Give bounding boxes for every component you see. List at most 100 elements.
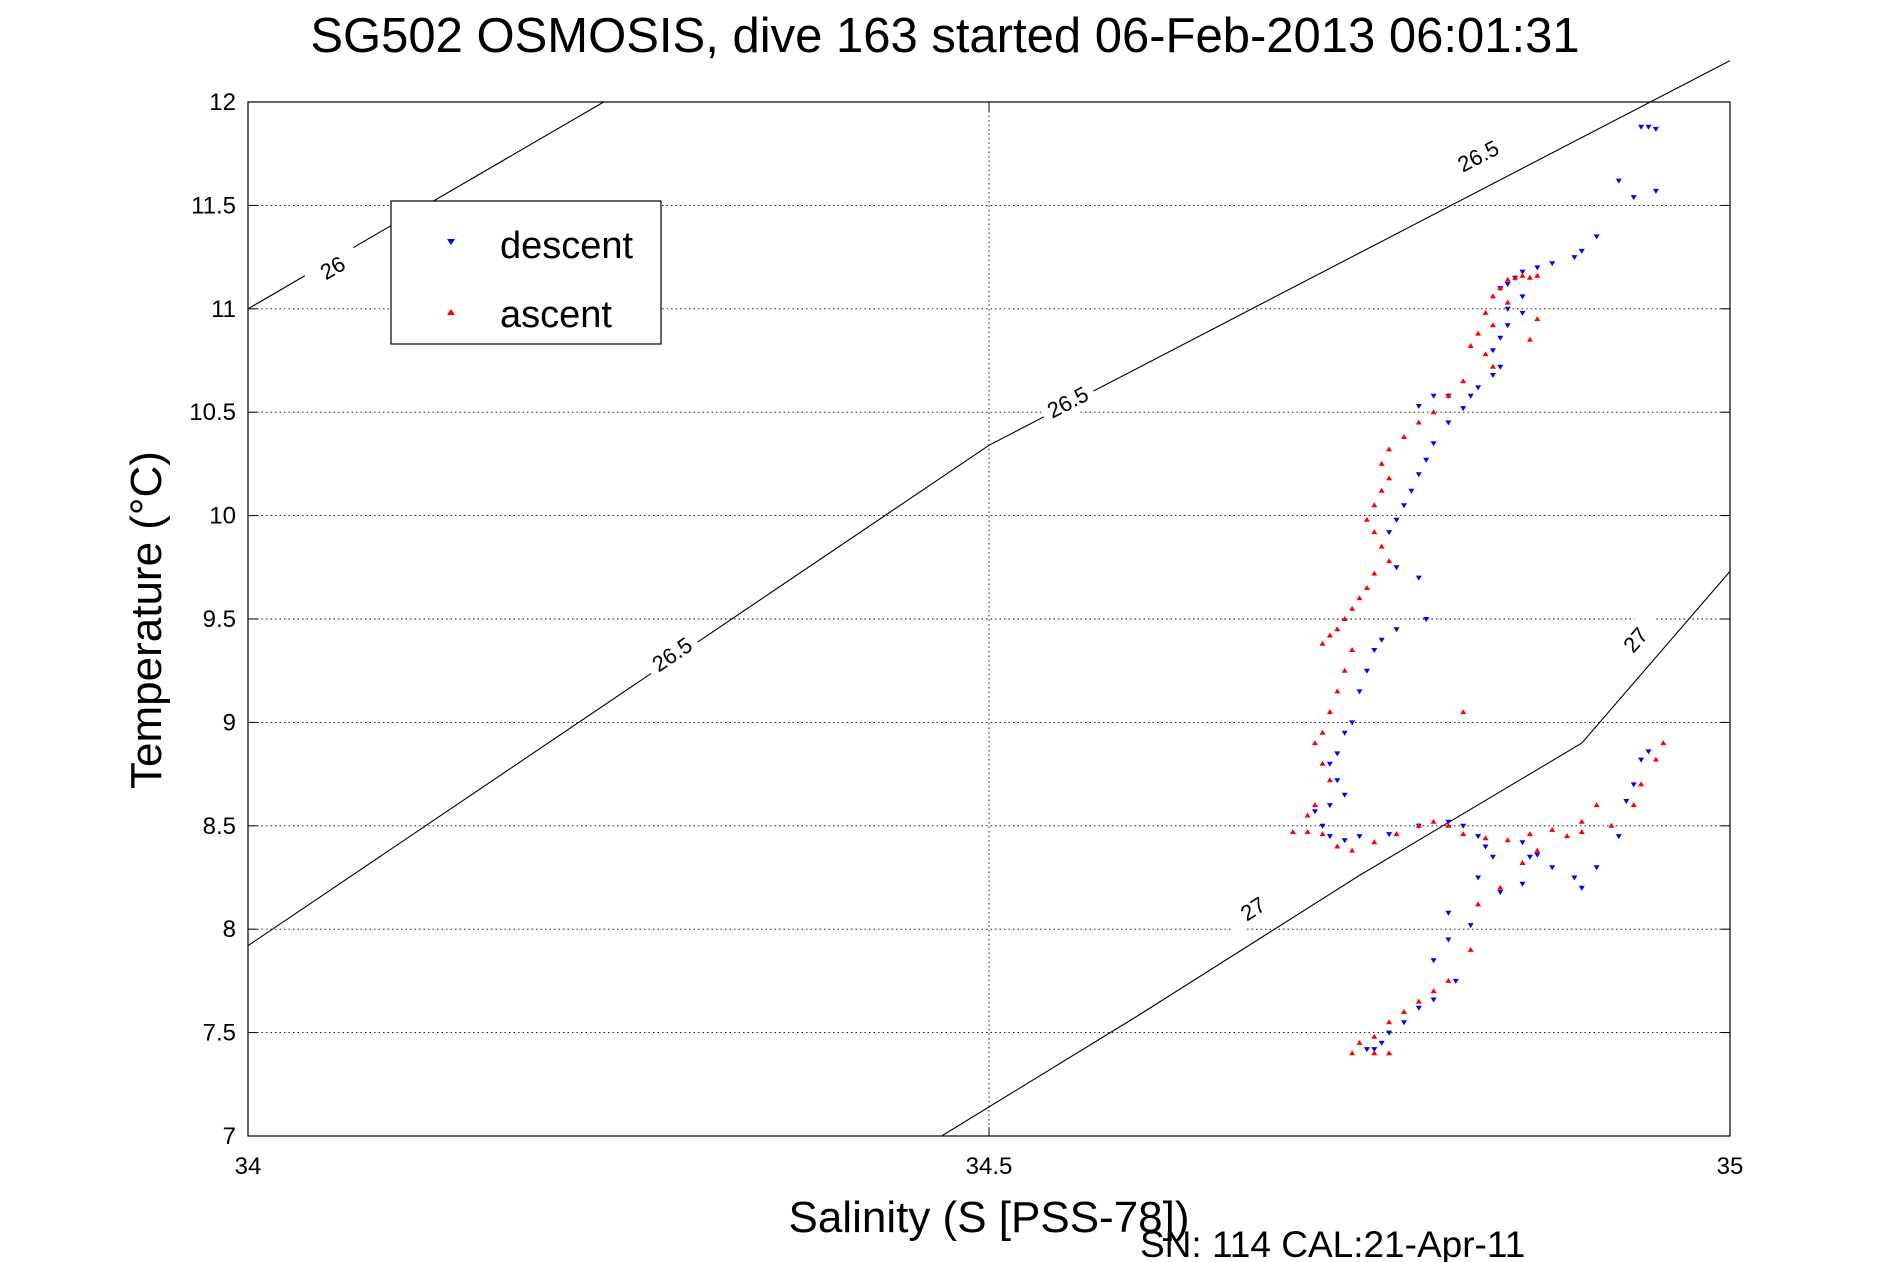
ascent-point — [1430, 409, 1437, 415]
contour-label-backdrop — [1606, 609, 1665, 671]
descent-point — [1489, 373, 1496, 378]
descent-point — [1475, 875, 1482, 881]
legend-descent-label: descent — [500, 225, 634, 267]
descent-point — [1356, 689, 1363, 695]
descent-point — [1401, 1020, 1407, 1026]
descent-point — [1415, 1005, 1422, 1011]
descent-point — [1571, 255, 1578, 261]
ascent-point — [1349, 605, 1356, 611]
descent-point — [1497, 335, 1504, 341]
ascent-point — [1445, 822, 1452, 828]
x-axis-label: Salinity (S [PSS-78]) — [788, 1193, 1189, 1242]
y-tick-label: 9 — [223, 709, 236, 736]
axis-ticks: 7 7.5 8 8.5 9 9.5 10 10.5 11 11.5 12 34 34.5 35 — [189, 89, 1743, 1180]
descent-point — [1356, 834, 1363, 840]
descent-point — [1593, 234, 1600, 240]
descent-point — [1445, 910, 1452, 916]
ascent-point — [1430, 818, 1437, 824]
descent-point — [1430, 958, 1437, 964]
descent-point — [1319, 823, 1326, 829]
descent-point — [1423, 457, 1430, 463]
descent-point — [1504, 323, 1511, 329]
descent-point — [1571, 875, 1578, 881]
ascent-point — [1326, 632, 1333, 638]
ascent-point — [1652, 756, 1659, 762]
ascent-point — [1497, 884, 1504, 890]
descent-point — [1401, 503, 1407, 509]
ascent-point — [1289, 829, 1296, 834]
descent-point — [1467, 393, 1474, 399]
descent-point — [1393, 517, 1400, 523]
descent-point — [1519, 840, 1526, 846]
ascent-point — [1526, 831, 1533, 837]
y-tick-label: 10.5 — [189, 399, 236, 426]
ascent-point — [1489, 293, 1496, 299]
ascent-point — [1334, 626, 1341, 632]
descent-point — [1467, 923, 1474, 929]
descent-point — [1549, 865, 1556, 871]
descent-point — [1578, 248, 1585, 254]
descent-point — [1623, 799, 1630, 804]
descent-point — [1504, 282, 1511, 287]
ascent-point — [1363, 585, 1370, 590]
contour-label-backdrop — [1446, 130, 1510, 182]
descent-point — [1363, 668, 1370, 674]
contour-label-backdrop — [301, 241, 364, 294]
contour-label-backdrop — [640, 626, 703, 682]
ascent-point — [1445, 977, 1452, 983]
ascent-point — [1326, 709, 1333, 715]
ascent-point — [1319, 831, 1326, 837]
ascent-point — [1578, 829, 1585, 834]
ascent-point — [1608, 822, 1615, 828]
ascent-point — [1504, 837, 1511, 843]
descent-point — [1393, 565, 1400, 571]
descent-point — [1393, 627, 1400, 633]
ascent-point — [1460, 709, 1467, 715]
descent-point — [1445, 937, 1452, 943]
ascent-point — [1349, 847, 1356, 853]
ascent-point — [1504, 299, 1511, 305]
ascent-point — [1512, 274, 1519, 280]
legend-ascent-label: ascent — [500, 294, 612, 336]
ascent-point — [1319, 760, 1326, 766]
ascent-point — [1460, 831, 1467, 837]
ascent-point — [1386, 1050, 1393, 1056]
descent-point — [1415, 575, 1422, 581]
y-tick-label: 7 — [223, 1123, 236, 1150]
y-tick-label: 11.5 — [191, 192, 236, 219]
x-tick-label: 34.5 — [966, 1153, 1013, 1180]
ascent-point — [1371, 570, 1378, 576]
ascent-point — [1371, 502, 1378, 508]
descent-point — [1430, 441, 1437, 447]
ascent-point — [1334, 688, 1341, 694]
descent-point — [1475, 834, 1482, 840]
ascent-point — [1371, 1033, 1378, 1039]
ascent-point — [1467, 946, 1474, 952]
ascent-point — [1326, 777, 1333, 783]
descent-point — [1378, 1040, 1385, 1046]
descent-point — [1334, 751, 1341, 757]
descent-point — [1489, 854, 1496, 860]
ascent-point — [1371, 529, 1378, 535]
ascent-point — [1304, 812, 1311, 818]
ascent-point — [1371, 1050, 1378, 1056]
ascent-point — [1341, 616, 1348, 621]
ascent-point — [1304, 829, 1311, 834]
ascent-point — [1482, 835, 1489, 841]
descent-point — [1415, 472, 1422, 478]
descent-point — [1460, 406, 1467, 412]
descent-point — [1430, 393, 1437, 399]
descent-point — [1497, 890, 1504, 895]
descent-point — [1645, 124, 1652, 130]
ascent-point — [1319, 729, 1326, 735]
ascent-point — [1467, 343, 1474, 348]
legend-descent-marker — [447, 239, 455, 245]
descent-point — [1386, 530, 1393, 536]
ascent-point — [1334, 843, 1341, 849]
descent-point — [1578, 885, 1585, 891]
ascent-point — [1401, 1008, 1407, 1014]
descent-point — [1549, 261, 1556, 267]
ascent-point — [1482, 351, 1489, 357]
